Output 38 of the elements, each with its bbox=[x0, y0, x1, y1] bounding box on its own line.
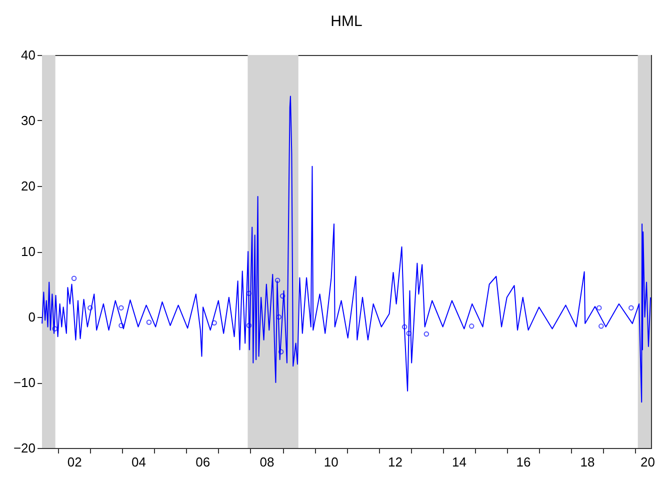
point bbox=[276, 314, 282, 320]
point bbox=[88, 305, 93, 310]
x-tick-label: 14 bbox=[452, 454, 467, 470]
chart-title: HML bbox=[330, 13, 362, 30]
point bbox=[246, 322, 252, 328]
x-tick-label: 08 bbox=[260, 454, 274, 470]
y-tick-label: 30 bbox=[21, 113, 36, 128]
point bbox=[212, 320, 217, 326]
y-tick-label: 0 bbox=[28, 310, 36, 324]
y-tick-label: −20 bbox=[13, 440, 36, 456]
x-tick-label: 02 bbox=[67, 454, 82, 470]
y-tick-label: 40 bbox=[21, 48, 36, 62]
point bbox=[118, 322, 124, 328]
x-tick-label: 20 bbox=[640, 454, 655, 470]
y-tick-label: 20 bbox=[21, 178, 36, 194]
point bbox=[246, 290, 252, 296]
point bbox=[118, 305, 124, 310]
x-tick-label: 04 bbox=[132, 454, 146, 470]
x-tick-label: 16 bbox=[516, 454, 531, 470]
point bbox=[274, 278, 280, 283]
x-tick-label: 12 bbox=[388, 454, 402, 470]
x-tick-label: 18 bbox=[580, 454, 595, 470]
point bbox=[402, 324, 408, 330]
point bbox=[596, 305, 602, 310]
point bbox=[406, 330, 412, 336]
point bbox=[146, 320, 152, 325]
y-tick-label: −10 bbox=[13, 375, 36, 390]
line-series bbox=[42, 96, 652, 403]
x-tick-label: 06 bbox=[196, 454, 210, 470]
point bbox=[628, 305, 634, 310]
point bbox=[278, 349, 284, 354]
point bbox=[468, 324, 474, 329]
point bbox=[598, 324, 604, 329]
x-tick-label: 10 bbox=[324, 454, 338, 470]
point bbox=[424, 331, 430, 337]
y-tick-label: 10 bbox=[21, 244, 36, 259]
point bbox=[280, 293, 286, 299]
point bbox=[71, 276, 77, 281]
